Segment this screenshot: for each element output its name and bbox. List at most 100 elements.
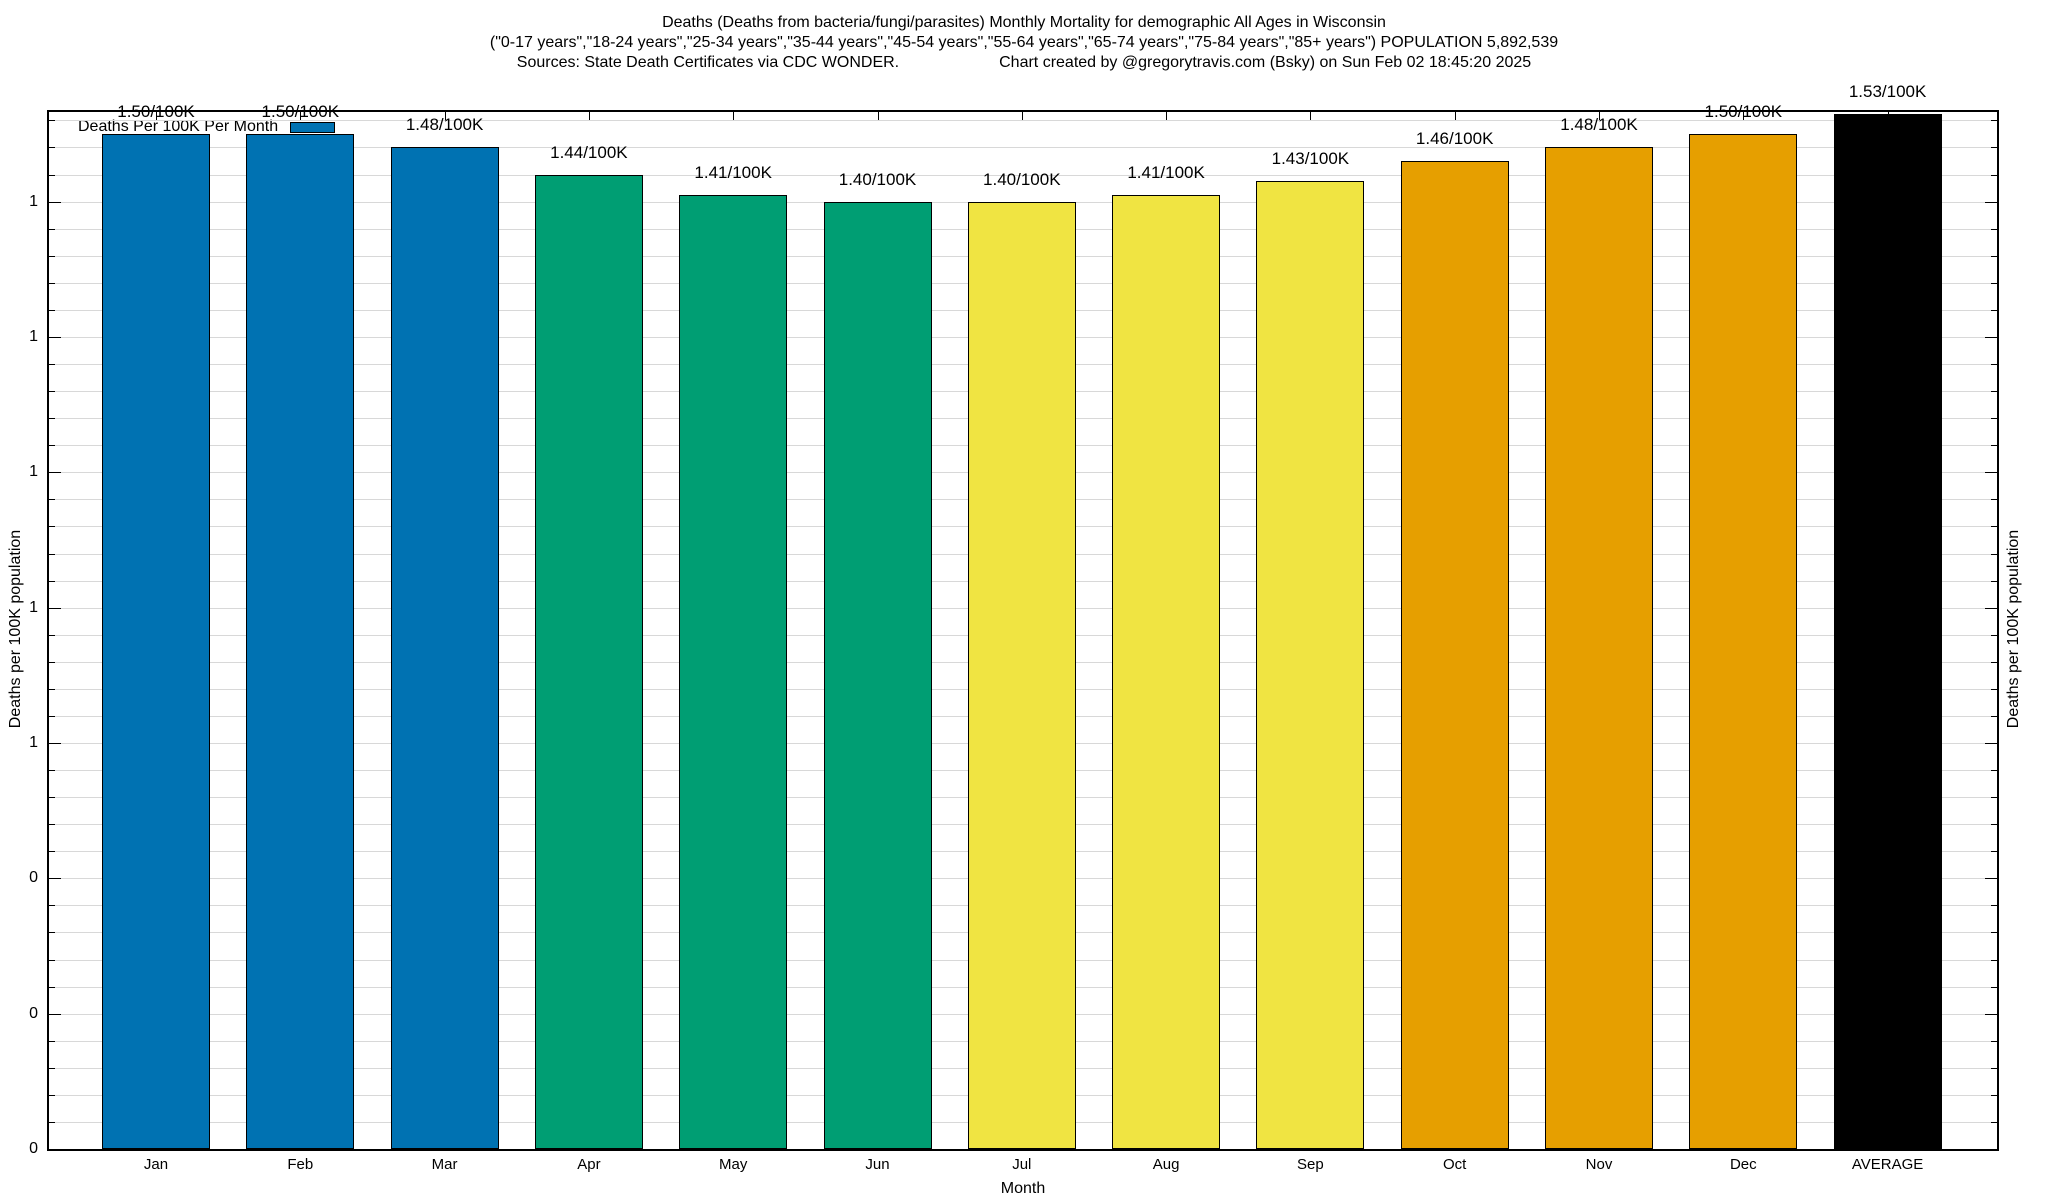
bar-value-label-average: 1.53/100K <box>1848 82 1927 101</box>
y-tick-label: 1 <box>29 192 38 210</box>
bar-nov <box>1545 147 1653 1149</box>
y-minor-tick-left <box>49 715 55 717</box>
legend-swatch <box>290 121 336 133</box>
y-minor-tick-left <box>49 255 55 257</box>
x-category-label-aug: Aug <box>1152 1156 1180 1173</box>
x-tick-top <box>156 112 157 120</box>
y-minor-tick-left <box>49 1121 55 1123</box>
y-tick-label: 1 <box>29 598 38 616</box>
y-major-tick-right <box>1985 201 1997 203</box>
bar-sep <box>1256 181 1365 1149</box>
bar-value-label-nov: 1.48/100K <box>1560 115 1638 134</box>
y-minor-tick-left <box>49 1040 55 1042</box>
bar-value-label-dec: 1.50/100K <box>1704 102 1783 121</box>
y-minor-tick-right <box>1991 526 1997 528</box>
y-minor-tick-right <box>1991 228 1997 230</box>
sources-text: Sources: State Death Certificates via CD… <box>516 54 900 71</box>
y-minor-tick-right <box>1991 1121 1997 1123</box>
y-minor-tick-left <box>49 526 55 528</box>
x-category-label-dec: Dec <box>1729 1156 1757 1173</box>
y-tick-label: 1 <box>29 463 38 481</box>
y-major-tick-left <box>49 607 61 609</box>
x-tick-top <box>300 112 302 120</box>
y-minor-tick-left <box>49 932 55 934</box>
y-minor-tick-right <box>1991 797 1997 799</box>
y-minor-tick-left <box>49 688 55 690</box>
y-major-tick-left <box>49 472 61 474</box>
x-category-label-jan: Jan <box>143 1156 169 1173</box>
x-category-label-oct: Oct <box>1443 1156 1467 1173</box>
chart-title-line-3: Sources: State Death Certificates via CD… <box>0 53 2048 73</box>
y-minor-tick-right <box>1991 715 1997 717</box>
bar-feb <box>246 134 355 1149</box>
y-minor-tick-right <box>1991 120 1997 122</box>
y-minor-tick-left <box>49 661 55 663</box>
y-major-tick-right <box>1985 472 1997 474</box>
x-category-label-apr: Apr <box>577 1156 601 1173</box>
y-tick-label: 1 <box>29 327 38 345</box>
bar-value-label-mar: 1.48/100K <box>405 115 484 134</box>
x-tick-top <box>733 112 735 120</box>
bar-value-label-jan: 1.50/100K <box>117 102 195 121</box>
x-tick-top <box>444 112 446 120</box>
x-category-label-feb: Feb <box>287 1156 314 1173</box>
y-major-tick-right <box>1985 336 1997 338</box>
y-minor-tick-right <box>1991 824 1997 826</box>
bar-value-label-may: 1.41/100K <box>694 163 772 182</box>
y-major-tick-right <box>1985 878 1997 880</box>
y-minor-tick-left <box>49 1094 55 1096</box>
x-axis-title: Month <box>1000 1180 1046 1197</box>
y-minor-tick-left <box>49 391 55 393</box>
y-minor-tick-left <box>49 174 55 176</box>
y-minor-tick-right <box>1991 282 1997 284</box>
gridline <box>49 120 1997 122</box>
bar-value-label-jul: 1.40/100K <box>983 170 1061 189</box>
gridline <box>49 147 1997 149</box>
bar-jan <box>102 134 210 1149</box>
y-minor-tick-right <box>1991 174 1997 176</box>
y-minor-tick-left <box>49 905 55 907</box>
y-minor-tick-left <box>49 445 55 447</box>
y-minor-tick-right <box>1991 418 1997 420</box>
plot-area: Deaths Per 100K Per Month 1.50/100K 1.50/… <box>47 83 1999 1151</box>
y-tick-label: 0 <box>29 1004 38 1022</box>
y-minor-tick-left <box>49 770 55 772</box>
bar-may <box>679 195 788 1149</box>
y-minor-tick-right <box>1991 1067 1997 1069</box>
y-minor-tick-right <box>1991 1094 1997 1096</box>
y-major-tick-left <box>49 1013 61 1015</box>
y-minor-tick-right <box>1991 1040 1997 1042</box>
x-tick-top <box>877 112 879 120</box>
y-minor-tick-left <box>49 634 55 636</box>
y-major-tick-left <box>49 201 61 203</box>
bar-oct <box>1400 161 1509 1149</box>
x-tick-top <box>1599 112 1600 120</box>
y-major-tick-left <box>49 742 61 744</box>
y-major-tick-left <box>49 336 61 338</box>
y-tick-label: 0 <box>29 1140 38 1157</box>
x-tick-top <box>1310 112 1312 120</box>
bar-apr <box>534 175 643 1149</box>
y-tick-label: 0 <box>29 869 38 887</box>
y-tick-label: 1 <box>29 733 38 751</box>
y-major-tick-right <box>1985 607 1997 609</box>
y-minor-tick-left <box>49 580 55 582</box>
y-major-tick-left <box>49 878 61 880</box>
y-minor-tick-left <box>49 147 55 149</box>
chart-title-line-1: Deaths (Deaths from bacteria/fungi/paras… <box>662 14 1386 31</box>
y-minor-tick-left <box>49 282 55 284</box>
x-tick-top <box>1021 112 1023 120</box>
x-tick-top <box>1454 112 1456 120</box>
bar-value-label-oct: 1.46/100K <box>1415 129 1494 148</box>
x-category-label-may: May <box>719 1156 748 1173</box>
credit-text: Chart created by @gregorytravis.com (Bsk… <box>999 54 1532 71</box>
x-category-label-jun: Jun <box>865 1156 890 1173</box>
y-minor-tick-right <box>1991 580 1997 582</box>
y-minor-tick-left <box>49 309 55 311</box>
y-minor-tick-right <box>1991 309 1997 311</box>
y-minor-tick-right <box>1991 661 1997 663</box>
bar-jun <box>823 202 932 1149</box>
y-minor-tick-right <box>1991 553 1997 555</box>
y-minor-tick-right <box>1991 391 1997 393</box>
bar-value-label-sep: 1.43/100K <box>1271 149 1350 168</box>
